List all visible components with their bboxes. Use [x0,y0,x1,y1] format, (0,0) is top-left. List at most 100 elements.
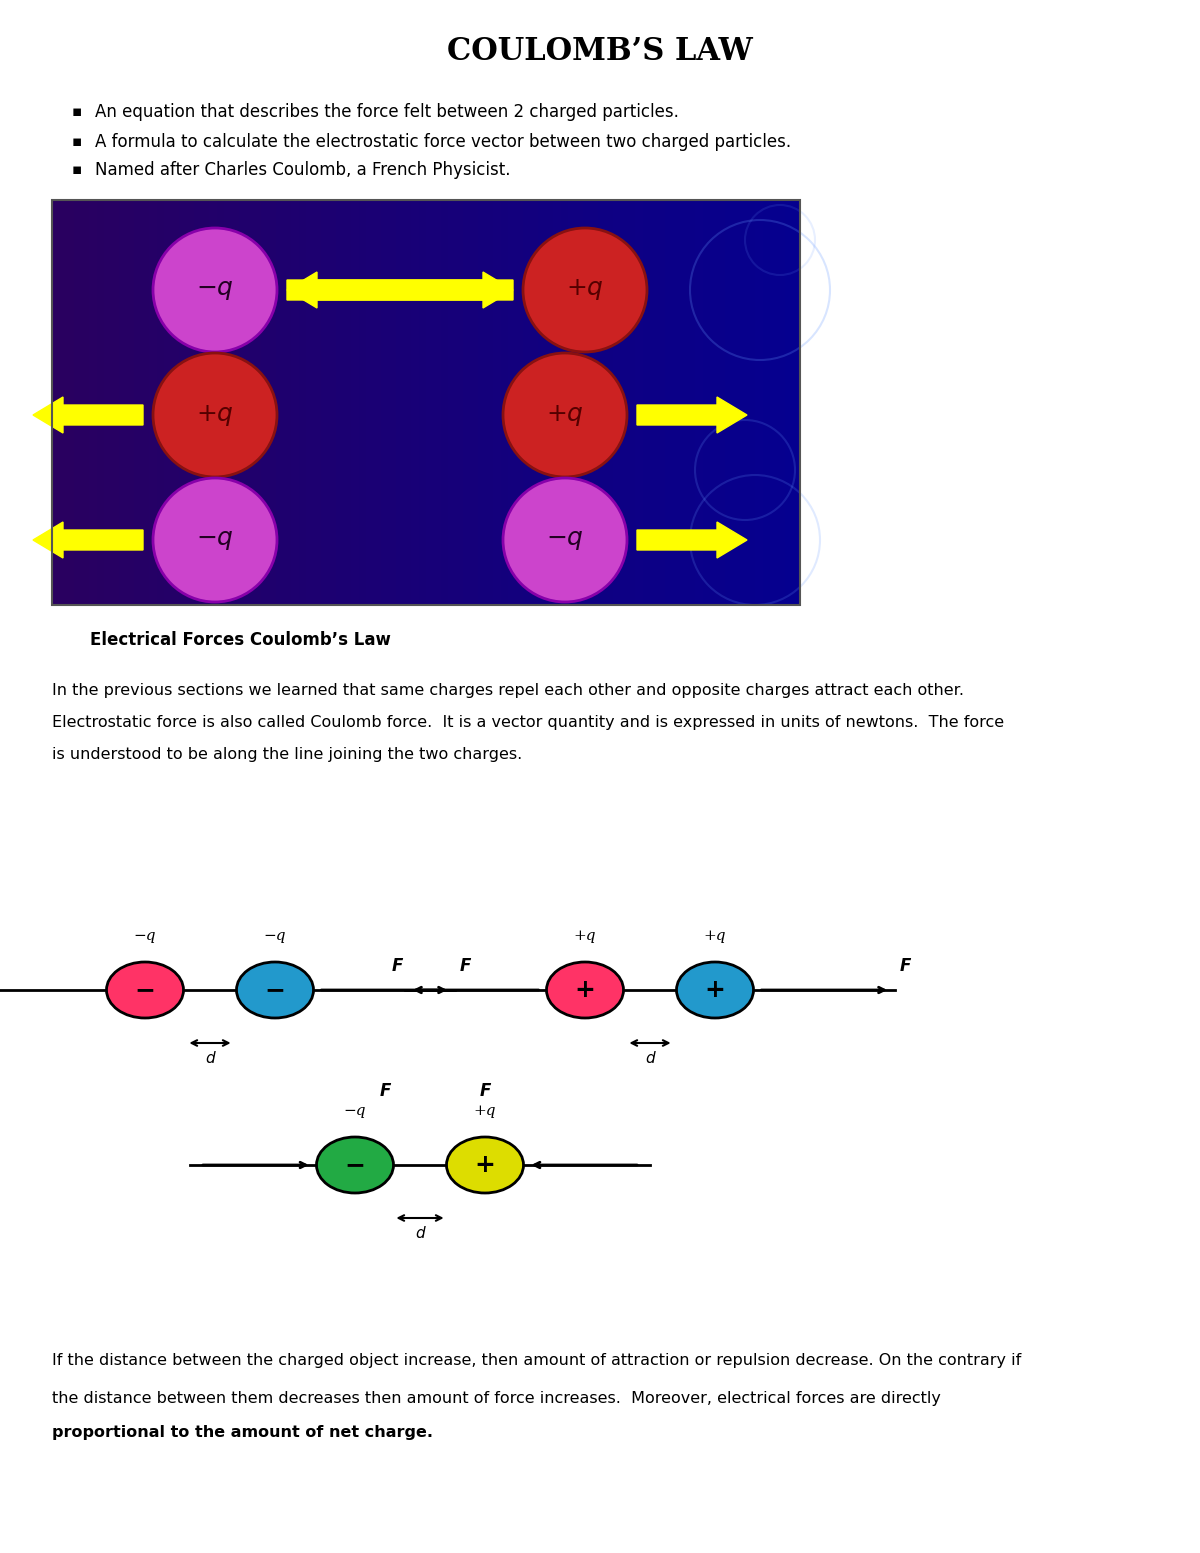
Bar [276,200,284,606]
Text: d: d [415,1225,425,1241]
Text: −: − [134,978,156,1002]
Text: A formula to calculate the electrostatic force vector between two charged partic: A formula to calculate the electrostatic… [95,134,791,151]
Bar [733,200,740,606]
Text: d: d [646,1051,655,1065]
Ellipse shape [107,961,184,1019]
Ellipse shape [236,961,313,1019]
Bar [763,200,770,606]
Bar [755,200,763,606]
Bar [606,200,613,606]
Text: −q: −q [133,929,156,943]
Bar [97,200,104,606]
Circle shape [154,353,277,477]
Text: F: F [379,1082,391,1100]
Bar [172,200,179,606]
Bar [539,200,546,606]
Bar [284,200,292,606]
Bar [703,200,710,606]
Text: $-q$: $-q$ [196,278,234,301]
Bar [449,200,456,606]
Text: +q: +q [474,1104,497,1118]
Bar [710,200,718,606]
Bar [643,200,650,606]
Bar [479,200,486,606]
Circle shape [154,478,277,603]
Bar [254,200,262,606]
Bar [164,200,172,606]
Bar [516,200,523,606]
Text: $+q$: $+q$ [546,402,584,427]
Bar [239,200,246,606]
Text: −q: −q [343,1104,366,1118]
Circle shape [154,228,277,353]
Bar [680,200,688,606]
Circle shape [503,478,628,603]
Bar [785,200,792,606]
Bar [576,200,583,606]
Text: d: d [205,1051,215,1065]
Bar [598,200,606,606]
Bar [149,200,157,606]
Text: F: F [479,1082,491,1100]
FancyArrow shape [287,272,514,307]
Bar [620,200,628,606]
Text: If the distance between the charged object increase, then amount of attraction o: If the distance between the charged obje… [52,1353,1021,1368]
FancyArrow shape [287,272,514,307]
Bar [74,200,82,606]
Bar [740,200,748,606]
Bar [419,200,426,606]
Bar [314,200,322,606]
Bar [246,200,254,606]
Bar [665,200,673,606]
Bar [352,200,359,606]
Text: In the previous sections we learned that same charges repel each other and oppos: In the previous sections we learned that… [52,682,964,697]
Text: +: + [575,978,595,1002]
Bar [546,200,553,606]
Bar [262,200,269,606]
Bar [127,200,134,606]
Text: +: + [474,1152,496,1177]
Text: An equation that describes the force felt between 2 charged particles.: An equation that describes the force fel… [95,102,679,121]
Circle shape [523,228,647,353]
Bar [792,200,800,606]
Bar [157,200,164,606]
Bar [52,200,60,606]
Bar [52,200,800,606]
Bar [613,200,620,606]
Bar [770,200,778,606]
Bar [292,200,299,606]
Text: ▪: ▪ [72,104,83,120]
Ellipse shape [317,1137,394,1193]
Text: Electrical Forces Coulomb’s Law: Electrical Forces Coulomb’s Law [90,631,391,649]
Text: Named after Charles Coulomb, a French Physicist.: Named after Charles Coulomb, a French Ph… [95,162,510,179]
Bar [590,200,598,606]
Bar [179,200,187,606]
Bar [343,200,352,606]
Bar [688,200,695,606]
Bar [359,200,366,606]
Text: $-q$: $-q$ [196,528,234,551]
Text: +q: +q [574,929,596,943]
Bar [748,200,755,606]
Bar [530,200,539,606]
Text: Electrostatic force is also called Coulomb force.  It is a vector quantity and i: Electrostatic force is also called Coulo… [52,714,1004,730]
Ellipse shape [446,1137,523,1193]
Bar [493,200,500,606]
FancyArrow shape [637,522,746,558]
Bar [509,200,516,606]
Bar [778,200,785,606]
Text: the distance between them decreases then amount of force increases.  Moreover, e: the distance between them decreases then… [52,1390,941,1405]
Bar [456,200,463,606]
Bar [718,200,725,606]
Text: F: F [391,957,403,975]
Text: −q: −q [264,929,287,943]
Bar [82,200,90,606]
Bar [209,200,216,606]
Bar [373,200,382,606]
Text: COULOMB’S LAW: COULOMB’S LAW [448,37,752,67]
Bar [336,200,343,606]
Text: is understood to be along the line joining the two charges.: is understood to be along the line joini… [52,747,522,761]
Bar [560,200,568,606]
Bar [695,200,703,606]
Bar [306,200,314,606]
